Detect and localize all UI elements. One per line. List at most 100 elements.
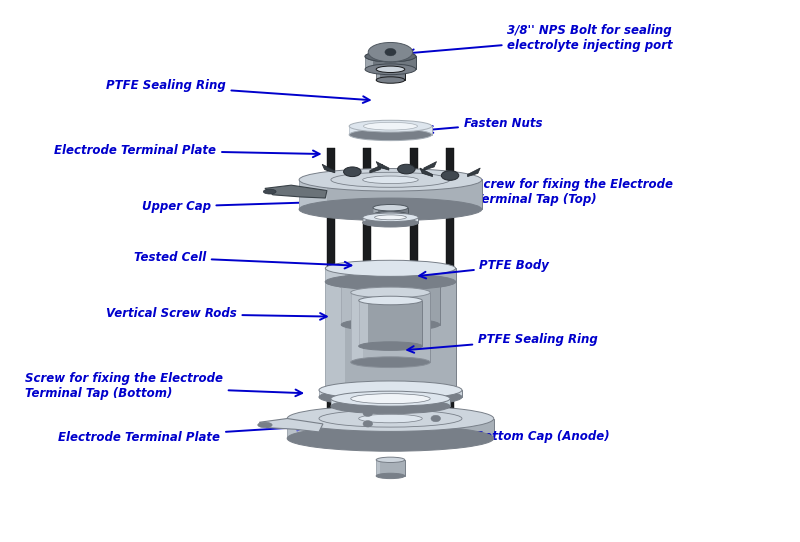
Ellipse shape xyxy=(287,425,494,451)
Ellipse shape xyxy=(376,66,405,73)
Polygon shape xyxy=(287,418,494,438)
Bar xyxy=(327,147,335,440)
Ellipse shape xyxy=(349,129,432,140)
Ellipse shape xyxy=(319,410,462,427)
Ellipse shape xyxy=(361,438,372,442)
Ellipse shape xyxy=(365,51,416,62)
Polygon shape xyxy=(350,293,362,362)
Bar xyxy=(410,147,418,440)
Ellipse shape xyxy=(365,51,416,62)
Circle shape xyxy=(431,415,441,422)
Ellipse shape xyxy=(362,213,418,222)
Ellipse shape xyxy=(368,42,413,62)
Polygon shape xyxy=(378,215,382,223)
Ellipse shape xyxy=(362,218,418,227)
Ellipse shape xyxy=(349,120,432,132)
Polygon shape xyxy=(349,126,432,135)
Text: PTFE Body: PTFE Body xyxy=(419,259,550,279)
Polygon shape xyxy=(376,460,405,476)
Polygon shape xyxy=(326,268,345,282)
Text: PTFE Sealing Ring: PTFE Sealing Ring xyxy=(407,333,598,353)
Ellipse shape xyxy=(358,342,422,350)
Ellipse shape xyxy=(331,399,450,414)
Polygon shape xyxy=(299,180,482,209)
Ellipse shape xyxy=(319,388,462,406)
Ellipse shape xyxy=(358,414,422,423)
Ellipse shape xyxy=(376,457,405,462)
Ellipse shape xyxy=(319,381,462,399)
Ellipse shape xyxy=(409,438,420,442)
Ellipse shape xyxy=(326,389,456,405)
Ellipse shape xyxy=(373,211,408,218)
Ellipse shape xyxy=(342,318,440,331)
Polygon shape xyxy=(349,126,362,135)
Ellipse shape xyxy=(350,357,430,367)
Polygon shape xyxy=(319,390,462,397)
Ellipse shape xyxy=(445,438,456,442)
Polygon shape xyxy=(331,399,349,406)
Text: PTFE Sealing Ring: PTFE Sealing Ring xyxy=(106,80,370,103)
Polygon shape xyxy=(362,217,418,223)
Polygon shape xyxy=(299,180,326,209)
Polygon shape xyxy=(376,69,405,80)
Text: Upper Cap: Upper Cap xyxy=(142,198,341,213)
Circle shape xyxy=(385,48,396,56)
Polygon shape xyxy=(342,283,440,325)
Polygon shape xyxy=(365,56,373,69)
Ellipse shape xyxy=(350,393,430,404)
Text: Tested Cell: Tested Cell xyxy=(134,251,351,268)
Polygon shape xyxy=(331,399,450,406)
Ellipse shape xyxy=(378,220,402,225)
Polygon shape xyxy=(376,69,381,80)
Circle shape xyxy=(363,410,373,416)
Polygon shape xyxy=(365,56,416,69)
Polygon shape xyxy=(362,217,371,223)
Polygon shape xyxy=(424,162,437,170)
Polygon shape xyxy=(259,418,323,432)
Ellipse shape xyxy=(331,172,450,188)
Polygon shape xyxy=(319,390,341,397)
Ellipse shape xyxy=(299,198,482,221)
Ellipse shape xyxy=(326,260,456,276)
Polygon shape xyxy=(370,164,382,173)
Circle shape xyxy=(363,421,373,427)
Ellipse shape xyxy=(358,296,422,305)
Ellipse shape xyxy=(342,276,440,289)
Ellipse shape xyxy=(350,287,430,298)
Bar xyxy=(446,147,454,440)
Polygon shape xyxy=(376,460,381,476)
Ellipse shape xyxy=(363,122,418,130)
Text: Screw for fixing the Electrode
Terminal Tap (Top): Screw for fixing the Electrode Terminal … xyxy=(406,178,674,205)
Ellipse shape xyxy=(331,391,450,406)
Polygon shape xyxy=(326,282,345,397)
Ellipse shape xyxy=(299,169,482,191)
Polygon shape xyxy=(358,300,368,346)
Text: Fasten Nuts: Fasten Nuts xyxy=(426,117,542,133)
Ellipse shape xyxy=(376,473,405,479)
Ellipse shape xyxy=(374,215,406,220)
Ellipse shape xyxy=(326,438,337,442)
Polygon shape xyxy=(326,268,456,282)
Polygon shape xyxy=(378,215,402,223)
Text: Electrode Terminal Plate: Electrode Terminal Plate xyxy=(58,424,304,444)
Text: Electrode Terminal Plate: Electrode Terminal Plate xyxy=(54,144,319,157)
Ellipse shape xyxy=(258,422,272,428)
Ellipse shape xyxy=(343,167,361,177)
Polygon shape xyxy=(287,418,318,438)
Polygon shape xyxy=(326,282,456,397)
Ellipse shape xyxy=(263,189,276,194)
Polygon shape xyxy=(322,164,335,173)
Polygon shape xyxy=(420,168,433,177)
Polygon shape xyxy=(373,208,378,215)
Polygon shape xyxy=(350,293,430,362)
Ellipse shape xyxy=(398,164,415,174)
Ellipse shape xyxy=(362,176,418,184)
Ellipse shape xyxy=(442,171,458,180)
Polygon shape xyxy=(467,168,480,177)
Ellipse shape xyxy=(287,405,494,431)
Text: Screw for fixing the Electrode
Terminal Tap (Bottom): Screw for fixing the Electrode Terminal … xyxy=(25,372,302,401)
Polygon shape xyxy=(342,283,356,325)
Ellipse shape xyxy=(326,274,456,290)
Text: Vertical Screw Rods: Vertical Screw Rods xyxy=(106,307,326,320)
Text: Bottom Cap (Anode): Bottom Cap (Anode) xyxy=(417,427,610,443)
